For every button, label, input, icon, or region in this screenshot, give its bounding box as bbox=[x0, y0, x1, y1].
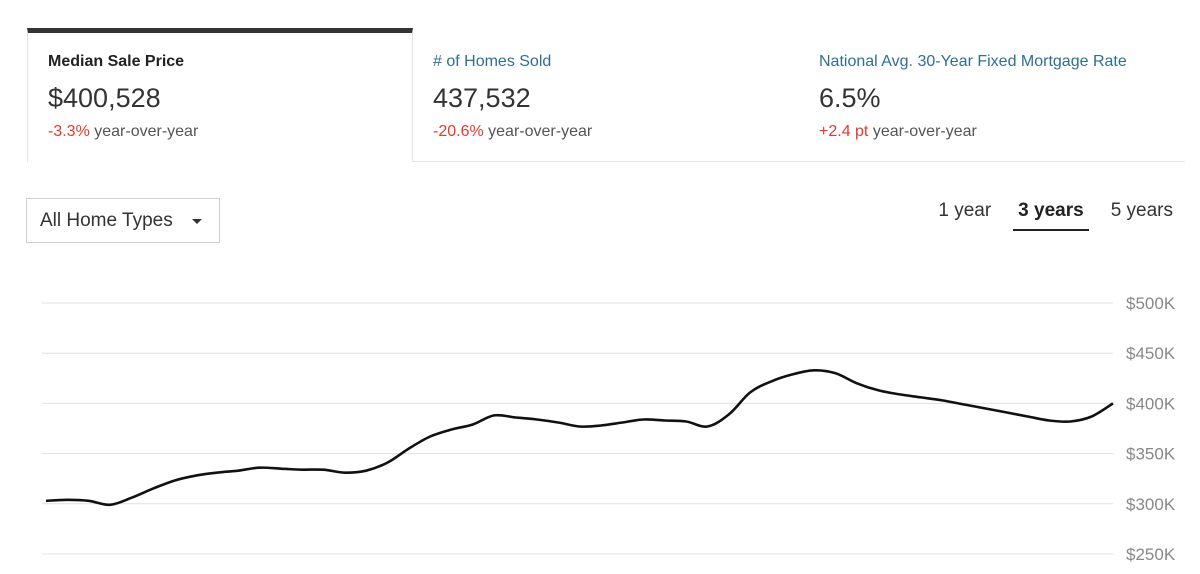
range-1-year[interactable]: 1 year bbox=[938, 200, 992, 221]
median-sale-price-chart: $500K $450K $400K $350K $300K $250K bbox=[42, 294, 1176, 564]
stat-change-suffix: year-over-year bbox=[872, 123, 977, 140]
y-tick-label: $250K bbox=[1126, 545, 1176, 564]
home-type-selected: All Home Types bbox=[40, 209, 173, 231]
y-tick-label: $450K bbox=[1126, 344, 1176, 363]
stat-label: Median Sale Price bbox=[48, 53, 185, 70]
stat-label: National Avg. 30-Year Fixed Mortgage Rat… bbox=[819, 53, 1127, 70]
y-tick-label: $500K bbox=[1126, 294, 1176, 313]
caret-down-icon bbox=[192, 219, 202, 224]
stat-value: 6.5% bbox=[819, 83, 881, 113]
y-tick-label: $400K bbox=[1126, 394, 1176, 413]
stat-change-value: +2.4 pt bbox=[819, 123, 869, 140]
stat-change: -20.6% year-over-year bbox=[433, 122, 779, 142]
range-3-years[interactable]: 3 years bbox=[1013, 198, 1089, 231]
stat-value: $400,528 bbox=[48, 83, 161, 113]
y-tick-label: $300K bbox=[1126, 495, 1176, 514]
series-line bbox=[45, 368, 1114, 507]
stat-change: +2.4 pt year-over-year bbox=[819, 122, 1165, 142]
stat-change-suffix: year-over-year bbox=[488, 123, 593, 140]
stats-tabs: Median Sale Price $400,528 -3.3% year-ov… bbox=[27, 28, 1185, 162]
stat-tab-median-sale-price[interactable]: Median Sale Price $400,528 -3.3% year-ov… bbox=[27, 28, 413, 162]
stat-change-value: -3.3% bbox=[48, 123, 90, 140]
stat-change: -3.3% year-over-year bbox=[48, 122, 392, 142]
stat-tab-homes-sold[interactable]: # of Homes Sold 437,532 -20.6% year-over… bbox=[413, 28, 799, 161]
stat-label: # of Homes Sold bbox=[433, 53, 552, 70]
stat-change-suffix: year-over-year bbox=[94, 123, 199, 140]
stat-tab-mortgage-rate[interactable]: National Avg. 30-Year Fixed Mortgage Rat… bbox=[799, 28, 1185, 161]
range-5-years[interactable]: 5 years bbox=[1110, 200, 1173, 221]
stat-value: 437,532 bbox=[433, 83, 531, 113]
time-range-selector: 1 year 3 years 5 years bbox=[916, 198, 1178, 231]
home-type-dropdown[interactable]: All Home Types bbox=[26, 198, 220, 243]
stat-change-value: -20.6% bbox=[433, 123, 484, 140]
y-tick-label: $350K bbox=[1126, 445, 1176, 464]
